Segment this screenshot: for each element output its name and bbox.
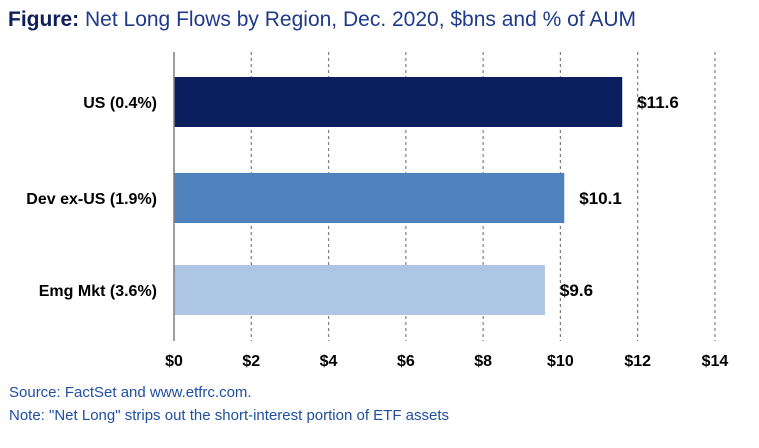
bar-series <box>174 77 623 315</box>
x-tick-label: $0 <box>165 353 183 370</box>
chart-title-text: Net Long Flows by Region, Dec. 2020, $bn… <box>79 8 636 31</box>
chart-title-lead: Figure: <box>8 8 80 31</box>
bar-value-label: $9.6 <box>560 281 593 300</box>
category-labels: US (0.4%) Dev ex-US (1.9%) Emg Mkt (3.6%) <box>26 95 157 300</box>
bar <box>174 77 623 127</box>
bar <box>174 173 565 223</box>
x-tick-label: $14 <box>702 353 729 370</box>
category-label: US (0.4%) <box>83 95 157 112</box>
chart-title: Figure: Net Long Flows by Region, Dec. 2… <box>8 8 636 32</box>
x-tick-label: $12 <box>624 353 651 370</box>
x-tick-label: $2 <box>242 353 260 370</box>
x-tick-label: $6 <box>397 353 415 370</box>
bar-value-label: $11.6 <box>637 93 679 112</box>
footnote: Note: "Net Long" strips out the short-in… <box>9 407 450 424</box>
x-tick-label: $4 <box>320 353 338 370</box>
x-tick-label: $8 <box>474 353 492 370</box>
x-tick-label: $10 <box>547 353 574 370</box>
source-note: Source: FactSet and www.etfrc.com. <box>9 384 252 401</box>
category-label: Dev ex-US (1.9%) <box>26 191 157 208</box>
x-tick-labels: $0 $2 $4 $6 $8 $10 $12 $14 <box>165 353 728 370</box>
data-labels: $11.6 $10.1 $9.6 <box>560 93 679 300</box>
bar-value-label: $10.1 <box>579 189 622 208</box>
category-label: Emg Mkt (3.6%) <box>39 283 157 300</box>
bar <box>174 265 545 315</box>
